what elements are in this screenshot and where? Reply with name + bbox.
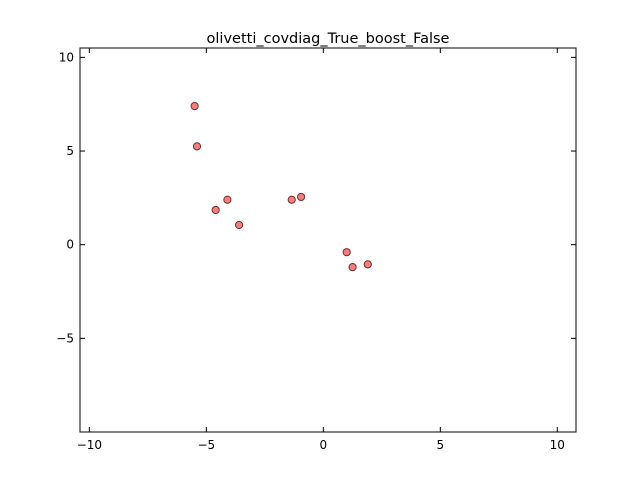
scatter-point [223, 195, 232, 204]
y-tick-label: 0 [66, 238, 74, 252]
scatter-point [287, 195, 296, 204]
y-tick-label: 5 [66, 144, 74, 158]
data-points [190, 101, 372, 272]
x-tick-label: 5 [436, 438, 444, 452]
scatter-point [234, 220, 244, 230]
scatter-point [211, 205, 220, 215]
axis-ticks: −10 −5 0 5 10 10 5 0 −5 [56, 48, 576, 452]
x-tick-label: −10 [77, 438, 102, 452]
scatter-point [296, 192, 306, 202]
scatter-point [342, 248, 351, 257]
scatter-point [363, 260, 372, 269]
scatter-point [190, 101, 199, 111]
x-tick-label: −5 [197, 438, 215, 452]
y-tick-label: −5 [56, 331, 74, 345]
scatter-point [192, 142, 202, 151]
x-tick-label: 10 [550, 438, 565, 452]
scatter-point [348, 263, 357, 272]
y-tick-label: 10 [59, 50, 74, 64]
axes-frame [79, 47, 577, 433]
chart-title: olivetti_covdiag_True_boost_False [207, 31, 450, 47]
x-tick-label: 0 [320, 438, 328, 452]
